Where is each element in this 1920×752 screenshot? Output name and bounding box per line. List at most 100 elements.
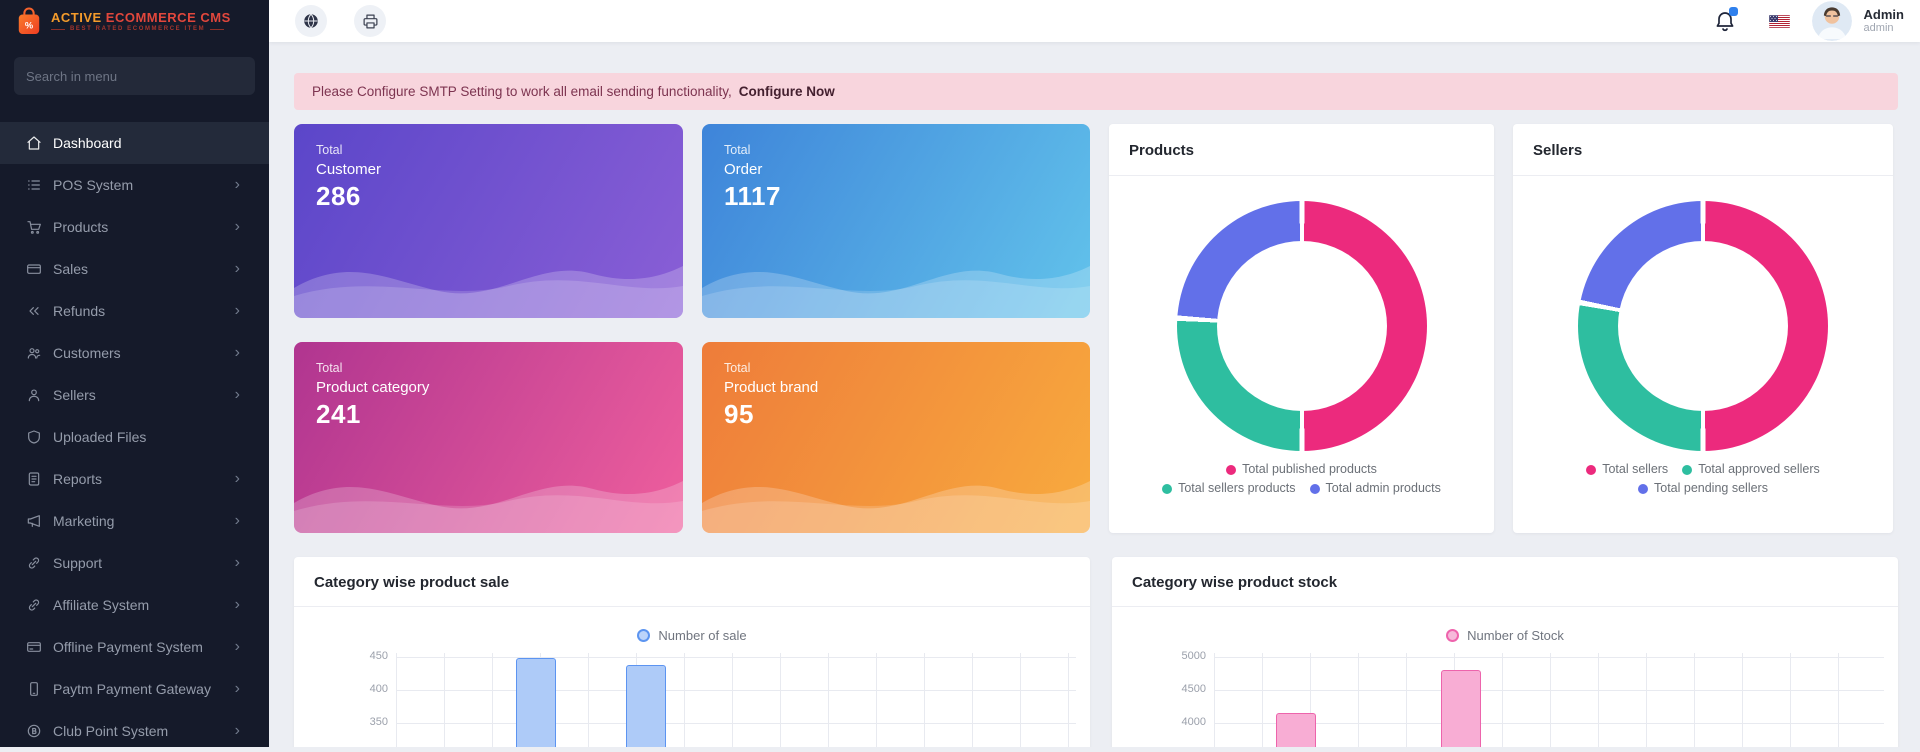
chevron-right-icon: › [235, 177, 240, 193]
sidebar-item-support[interactable]: Support› [0, 542, 269, 584]
sellers-donut-chart[interactable] [1578, 201, 1828, 451]
sidebar-item-label: Support [53, 555, 102, 571]
plot-area [396, 653, 1076, 747]
files-icon [26, 429, 42, 445]
sidebar-item-label: Products [53, 219, 108, 235]
sidebar-item-label: Affiliate System [53, 597, 149, 613]
sidebar-item-label: Marketing [53, 513, 114, 529]
legend-item[interactable]: Total approved sellers [1682, 460, 1820, 479]
pos-printer-button[interactable] [354, 5, 386, 37]
configure-now-link[interactable]: Configure Now [739, 84, 835, 99]
sidebar-item-label: Reports [53, 471, 102, 487]
sidebar-item-pos-system[interactable]: POS System› [0, 164, 269, 206]
bar-series-0[interactable] [516, 658, 556, 747]
y-axis-tick: 4500 [1182, 683, 1206, 695]
printer-icon [362, 13, 379, 30]
sidebar-item-uploaded-files[interactable]: Uploaded Files [0, 416, 269, 458]
svg-text:%: % [25, 20, 33, 30]
notification-badge [1729, 7, 1738, 16]
browse-website-button[interactable] [295, 5, 327, 37]
sidebar-item-offline-payment-system[interactable]: Offline Payment System› [0, 626, 269, 668]
chevron-right-icon: › [235, 345, 240, 361]
stat-card-sublabel: Product category [316, 379, 661, 396]
y-axis-tick: 5000 [1182, 650, 1206, 662]
stat-card-label: Total [316, 143, 661, 157]
legend-item[interactable]: Total sellers [1586, 460, 1668, 479]
stat-card-value: 286 [316, 181, 661, 212]
search-input[interactable] [14, 57, 255, 95]
legend-item[interactable]: Total admin products [1310, 479, 1441, 498]
main-content: Please Configure SMTP Setting to work al… [269, 42, 1920, 747]
sidebar-item-label: Club Point System [53, 723, 168, 739]
paytm-icon [26, 681, 42, 697]
stat-card-value: 1117 [724, 181, 1068, 212]
app-logo[interactable]: % ACTIVE ECOMMERCE CMS BEST RATED ECOMME… [0, 0, 269, 42]
legend-dot-icon [1310, 484, 1320, 494]
app-tagline: BEST RATED ECOMMERCE ITEM [51, 26, 231, 32]
legend-item[interactable]: Total sellers products [1162, 479, 1295, 498]
legend-item[interactable]: Total published products [1226, 460, 1377, 479]
stat-card-value: 95 [724, 399, 1068, 430]
wave-decoration [702, 228, 1090, 318]
user-menu[interactable]: Admin admin [1864, 7, 1904, 35]
marketing-icon [26, 513, 42, 529]
sidebar-item-dashboard[interactable]: Dashboard [0, 122, 269, 164]
shopping-bag-icon: % [16, 6, 42, 36]
affiliate-icon [26, 597, 42, 613]
legend-dot-icon [1586, 465, 1596, 475]
cart-icon [26, 219, 42, 235]
language-selector[interactable] [1769, 15, 1790, 28]
y-axis-tick: 450 [370, 650, 388, 662]
sidebar-item-label: Sellers [53, 387, 96, 403]
category-sale-chart-legend: Number of sale [294, 625, 1090, 645]
stat-card-sublabel: Order [724, 161, 1068, 178]
legend-dot-icon [1638, 484, 1648, 494]
refund-icon [26, 303, 42, 319]
seller-icon [26, 387, 42, 403]
legend-dot-icon [1162, 484, 1172, 494]
stat-card-sublabel: Product brand [724, 379, 1068, 396]
sidebar-item-products[interactable]: Products› [0, 206, 269, 248]
chevron-right-icon: › [235, 597, 240, 613]
club-point-icon [26, 723, 42, 739]
stat-card-label: Total [724, 143, 1068, 157]
bar-series-1[interactable] [1441, 670, 1481, 747]
stat-card-label: Total [316, 361, 661, 375]
sidebar: % ACTIVE ECOMMERCE CMS BEST RATED ECOMME… [0, 0, 269, 747]
sidebar-item-paytm-payment-gateway[interactable]: Paytm Payment Gateway› [0, 668, 269, 710]
notifications-button[interactable] [1713, 9, 1737, 33]
legend-label: Number of Stock [1467, 628, 1564, 643]
sidebar-item-label: Refunds [53, 303, 105, 319]
us-flag-icon [1769, 15, 1790, 28]
bar-series-1[interactable] [626, 665, 666, 747]
alert-message: Please Configure SMTP Setting to work al… [312, 84, 732, 99]
stat-card-product-category: Total Product category 241 [294, 342, 683, 533]
sidebar-item-reports[interactable]: Reports› [0, 458, 269, 500]
user-avatar[interactable] [1812, 1, 1852, 41]
stat-card-order: Total Order 1117 [702, 124, 1090, 318]
chevron-right-icon: › [235, 303, 240, 319]
sidebar-item-refunds[interactable]: Refunds › [0, 290, 269, 332]
chevron-right-icon: › [235, 387, 240, 403]
sidebar-item-club-point-system[interactable]: Club Point System› [0, 710, 269, 752]
bar-series-0[interactable] [1276, 713, 1316, 747]
products-donut-chart[interactable] [1177, 201, 1427, 451]
chevron-right-icon: › [235, 639, 240, 655]
sidebar-item-customers[interactable]: Customers› [0, 332, 269, 374]
category-stock-chart-card: Category wise product stock Number of St… [1112, 557, 1898, 747]
legend-marker-icon [1446, 629, 1459, 642]
sidebar-item-sellers[interactable]: Sellers › [0, 374, 269, 416]
sidebar-item-label: Paytm Payment Gateway [53, 681, 211, 697]
stat-card-value: 241 [316, 399, 661, 430]
wave-decoration [294, 228, 683, 318]
sidebar-item-affiliate-system[interactable]: Affiliate System › [0, 584, 269, 626]
wave-decoration [702, 443, 1090, 533]
smtp-alert-banner: Please Configure SMTP Setting to work al… [294, 73, 1898, 110]
legend-item[interactable]: Total pending sellers [1638, 479, 1768, 498]
sidebar-item-sales[interactable]: Sales› [0, 248, 269, 290]
category-stock-chart-title: Category wise product stock [1112, 557, 1898, 607]
sidebar-item-marketing[interactable]: Marketing› [0, 500, 269, 542]
